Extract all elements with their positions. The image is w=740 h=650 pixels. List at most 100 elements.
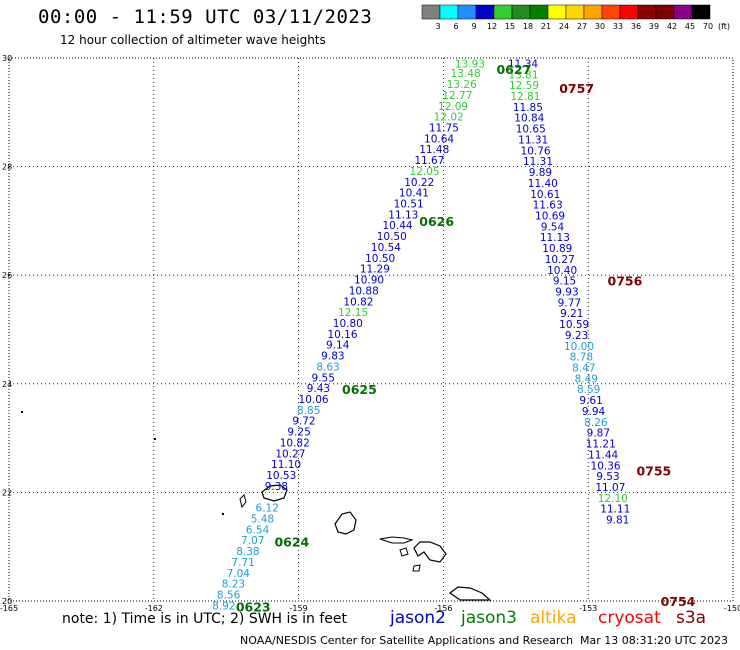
swh-value-west: 11.29 xyxy=(360,264,390,276)
swh-value-east: 11.63 xyxy=(533,200,563,212)
colorbar-label: 12 xyxy=(487,22,497,31)
swh-value-west: 10.53 xyxy=(266,470,296,482)
map-border xyxy=(8,57,734,602)
swh-value-west: 13.26 xyxy=(447,79,477,91)
island-oahu xyxy=(334,511,357,535)
swh-value-west: 9.25 xyxy=(287,427,310,439)
swh-value-west: 10.27 xyxy=(275,448,305,460)
swh-value-west: 10.22 xyxy=(404,177,434,189)
pass-time-label: 0755 xyxy=(636,464,671,479)
island-lanai xyxy=(399,547,409,557)
legend-altika: altika xyxy=(530,608,577,628)
swh-value-east: 9.81 xyxy=(606,515,629,527)
colorbar-swatch xyxy=(637,4,657,20)
swh-value-east: 11.40 xyxy=(528,178,558,190)
swh-value-west: 8.85 xyxy=(297,405,320,417)
swh-value-west: 10.41 xyxy=(399,188,429,200)
pass-time-labels: 0627 0626 0625 0624 0623 0757 0756 0755 0754 xyxy=(236,62,696,615)
swh-value-west: 12.77 xyxy=(442,90,472,102)
islet-dot xyxy=(154,438,156,440)
swh-value-west: 9.38 xyxy=(265,481,288,493)
swh-value-east: 9.93 xyxy=(555,286,578,298)
footer-note: note: 1) Time is in UTC; 2) SWH is in fe… xyxy=(62,611,348,627)
colorbar-swatch xyxy=(457,4,477,20)
colorbar-swatch xyxy=(619,4,639,20)
swh-value-west: 12.09 xyxy=(438,101,468,113)
swh-value-east: 10.89 xyxy=(542,243,572,255)
swh-value-west: 10.50 xyxy=(377,231,407,243)
colorbar-swatch xyxy=(655,4,675,20)
swh-value-west: 10.54 xyxy=(371,242,401,254)
swh-value-west: 13.93 xyxy=(455,58,485,70)
lon-tick-label: -150 xyxy=(724,604,740,613)
swh-value-east: 11.11 xyxy=(600,504,630,516)
swh-value-west: 7.07 xyxy=(241,535,264,547)
swh-value-east: 9.94 xyxy=(582,406,606,418)
swh-value-east: 9.87 xyxy=(587,428,610,440)
colorbar-label: 36 xyxy=(631,22,641,31)
swh-value-east: 12.81 xyxy=(510,91,540,103)
swh-value-east: 10.65 xyxy=(516,124,546,136)
colorbar-label: 39 xyxy=(649,22,659,31)
colorbar-label: (ft) xyxy=(718,22,730,31)
swh-value-west: 11.13 xyxy=(388,209,418,221)
swh-value-west: 7.04 xyxy=(227,568,251,580)
lat-tick-label: 26 xyxy=(2,271,12,280)
generated-timestamp: Mar 13 08:31:20 UTC 2023 xyxy=(580,634,728,647)
island-molokai xyxy=(379,536,414,544)
colorbar-swatch xyxy=(673,4,693,20)
swh-value-east: 10.36 xyxy=(591,460,621,472)
swh-value-east: 11.13 xyxy=(540,232,570,244)
pass-time-label: 0623 xyxy=(236,599,271,614)
colorbar-label: 27 xyxy=(577,22,587,31)
color-scale-bar: 3 6 9 12 15 18 21 24 27 30 33 36 39 42 45 70 (ft) xyxy=(421,4,730,31)
swh-value-east: 9.15 xyxy=(553,276,576,288)
colorbar-label: 21 xyxy=(541,22,551,31)
swh-value-west: 10.64 xyxy=(424,133,454,145)
colorbar-swatch xyxy=(511,4,531,20)
swh-value-west: 10.88 xyxy=(349,285,379,297)
pass-time-label: 0626 xyxy=(419,214,454,229)
pass-time-label: 0756 xyxy=(608,274,643,289)
swh-value-west: 10.90 xyxy=(354,275,384,287)
lat-tick-label: 30 xyxy=(2,54,12,63)
island-niihau xyxy=(239,494,247,509)
swh-value-west: 12.05 xyxy=(410,166,440,178)
map-title: 00:00 - 11:59 UTC 03/11/2023 xyxy=(38,6,373,28)
swh-value-east: 9.21 xyxy=(560,308,583,320)
swh-value-east: 8.26 xyxy=(584,417,608,429)
island-kauai xyxy=(261,484,288,502)
swh-value-west: 12.15 xyxy=(338,307,368,319)
swh-value-east: 8.47 xyxy=(572,363,595,375)
lat-tick-label: 22 xyxy=(2,488,12,497)
colorbar-swatch xyxy=(421,4,441,20)
swh-value-east: 11.21 xyxy=(586,439,616,451)
map-subtitle: 12 hour collection of altimeter wave hei… xyxy=(60,33,326,47)
swh-value-west: 11.48 xyxy=(419,144,449,156)
colorbar-label: 15 xyxy=(505,22,515,31)
island-kahoolawe xyxy=(412,564,421,572)
colorbar-label: 33 xyxy=(613,22,623,31)
pass-time-label: 0624 xyxy=(274,534,309,549)
colorbar-label: 42 xyxy=(667,22,677,31)
swh-value-east: 11.31 xyxy=(523,156,553,168)
hawaiian-islands xyxy=(21,411,492,601)
swh-value-west: 8.92 xyxy=(212,600,235,612)
swh-value-east: 9.61 xyxy=(579,395,602,407)
colorbar-label: 30 xyxy=(595,22,605,31)
swh-value-east: 10.40 xyxy=(547,265,577,277)
swh-value-west: 6.54 xyxy=(246,524,270,536)
swh-value-west: 9.83 xyxy=(321,351,344,363)
swh-value-east: 9.53 xyxy=(596,471,619,483)
colorbar-label: 6 xyxy=(453,22,458,31)
colorbar-swatch xyxy=(439,4,459,20)
swh-value-west: 10.44 xyxy=(383,220,413,232)
islet-dot xyxy=(21,411,23,413)
swh-value-east: 9.89 xyxy=(529,167,552,179)
swh-value-west: 10.80 xyxy=(333,318,363,330)
swh-value-west: 8.63 xyxy=(316,361,339,373)
swh-value-east: 11.31 xyxy=(518,134,548,146)
swh-value-east: 8.49 xyxy=(575,373,598,385)
legend-jason3: jason3 xyxy=(461,608,517,628)
